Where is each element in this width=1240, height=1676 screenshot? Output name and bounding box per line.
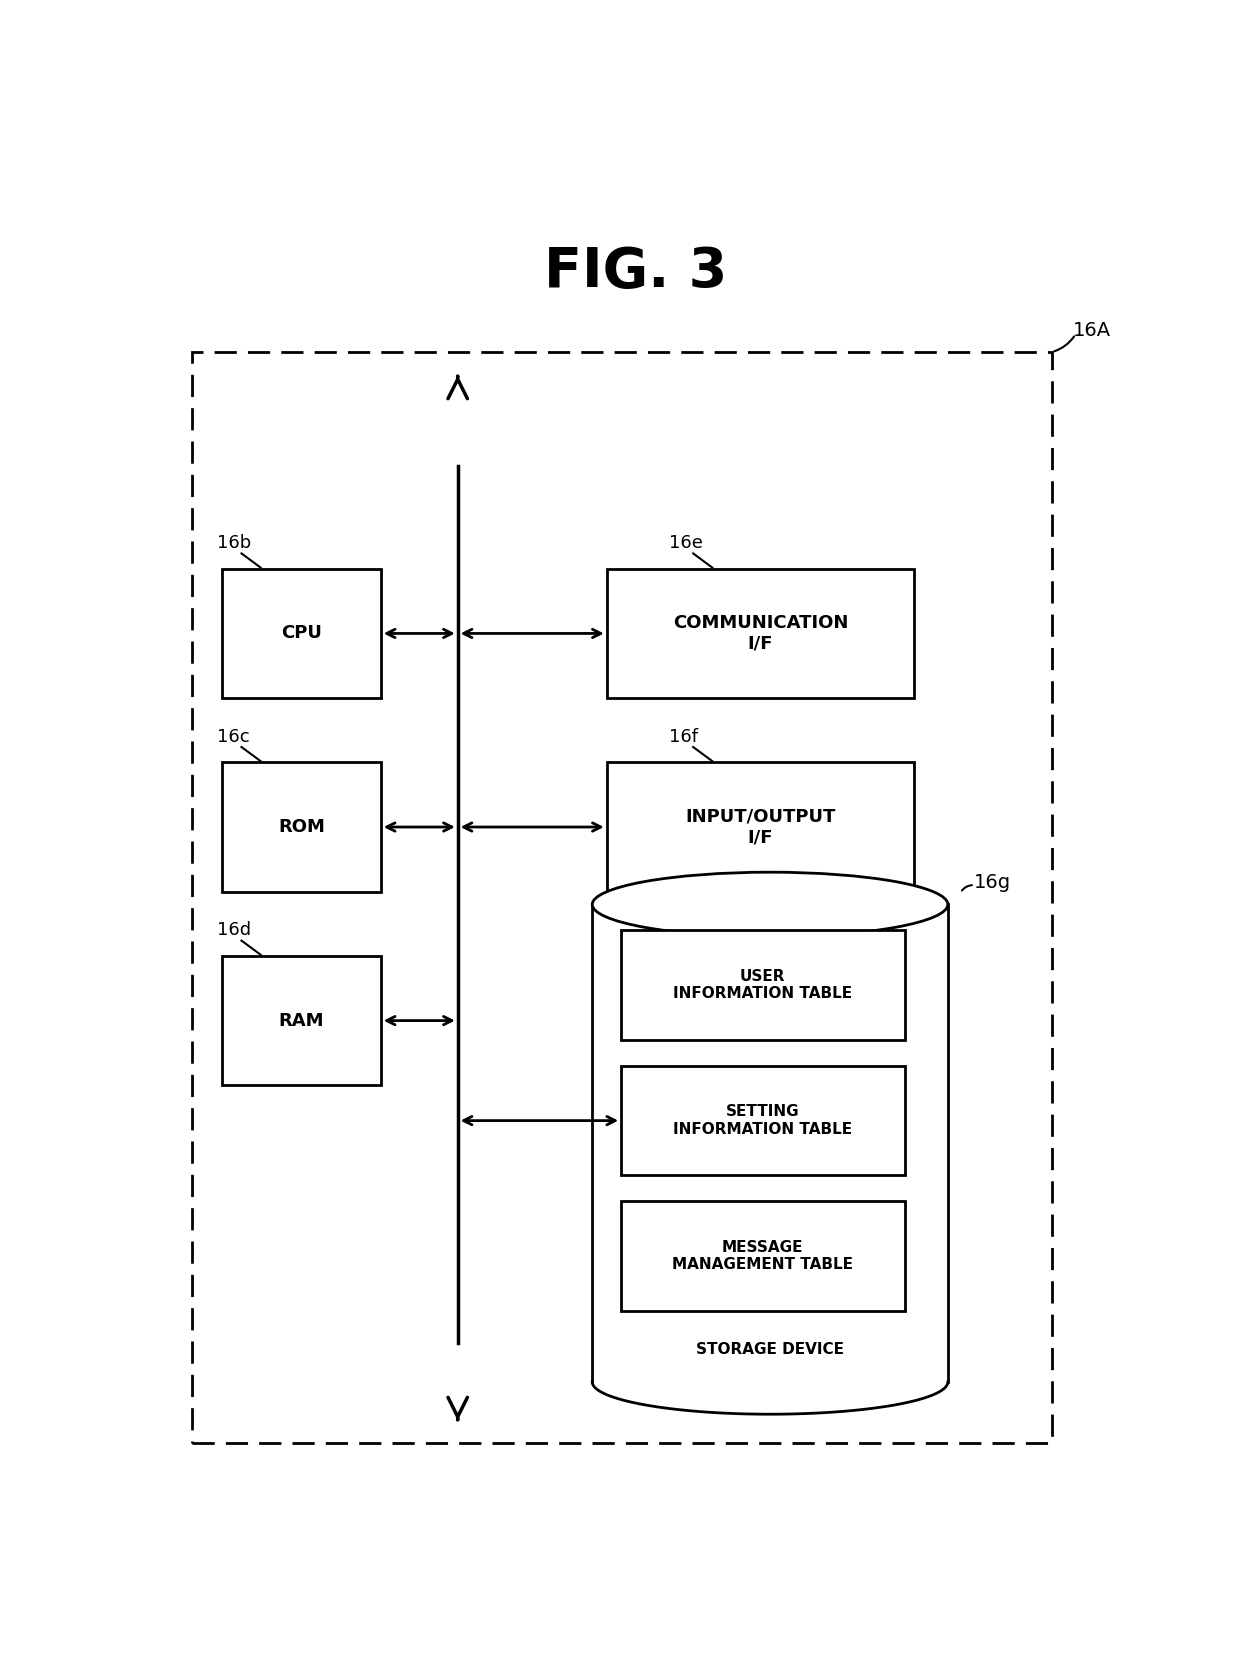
- Text: 16d: 16d: [217, 922, 252, 939]
- Bar: [606, 568, 914, 697]
- Bar: [621, 1202, 905, 1311]
- Text: COMMUNICATION
I/F: COMMUNICATION I/F: [673, 613, 848, 654]
- Bar: [593, 905, 947, 1383]
- Text: CPU: CPU: [281, 625, 322, 642]
- Ellipse shape: [593, 872, 947, 937]
- Text: RAM: RAM: [279, 1012, 325, 1029]
- Text: 16e: 16e: [670, 535, 703, 551]
- Bar: [222, 568, 381, 697]
- Text: 16c: 16c: [217, 727, 250, 746]
- Bar: [621, 1066, 905, 1175]
- Text: SETTING
INFORMATION TABLE: SETTING INFORMATION TABLE: [673, 1104, 852, 1136]
- Text: ROM: ROM: [278, 818, 325, 836]
- Text: STORAGE DEVICE: STORAGE DEVICE: [696, 1342, 844, 1358]
- Text: USER
INFORMATION TABLE: USER INFORMATION TABLE: [673, 969, 852, 1001]
- Text: 16f: 16f: [670, 727, 698, 746]
- Text: FIG. 3: FIG. 3: [544, 245, 727, 298]
- Bar: [606, 763, 914, 892]
- Bar: [222, 955, 381, 1084]
- Bar: [222, 763, 381, 892]
- Bar: [621, 930, 905, 1039]
- Text: 16g: 16g: [973, 873, 1011, 892]
- Text: 16b: 16b: [217, 535, 252, 551]
- Text: 16A: 16A: [1073, 320, 1111, 340]
- Bar: [191, 352, 1052, 1443]
- Text: INPUT/OUTPUT
I/F: INPUT/OUTPUT I/F: [686, 808, 836, 846]
- Text: MESSAGE
MANAGEMENT TABLE: MESSAGE MANAGEMENT TABLE: [672, 1240, 853, 1272]
